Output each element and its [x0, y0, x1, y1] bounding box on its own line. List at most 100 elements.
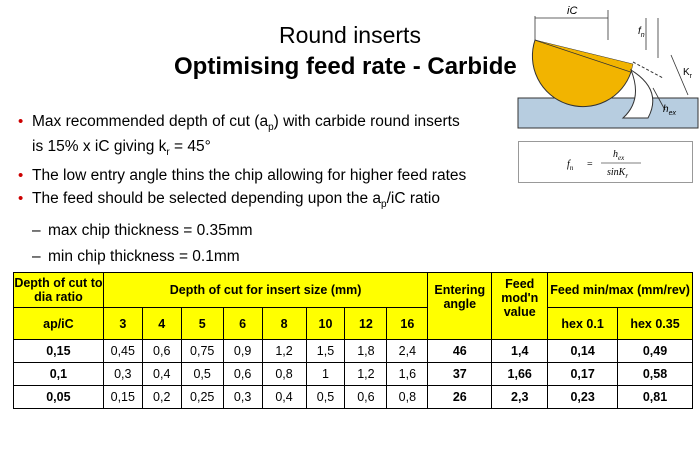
- formula-num: h: [613, 149, 618, 160]
- bullet-sub: r: [166, 147, 170, 159]
- bullet-item: • The feed should be selected depending …: [18, 189, 513, 214]
- cell: 0,5: [305, 385, 346, 409]
- cell: 0,1: [13, 362, 104, 386]
- cell: 0,25: [180, 385, 224, 409]
- cell: 0,3: [102, 362, 143, 386]
- bullet-text: = 45°: [169, 138, 211, 156]
- bullet-text: The low entry angle thins the chip allow…: [32, 167, 467, 185]
- cell: 37: [427, 362, 493, 386]
- table-row: 0,1 0,3 0,4 0,5 0,6 0,8 1 1,2 1,6 37 1,6…: [13, 362, 693, 386]
- dash-icon: –: [32, 222, 41, 240]
- cell: 0,58: [617, 362, 693, 386]
- cell: 1,66: [491, 362, 549, 386]
- table-row: 0,15 0,45 0,6 0,75 0,9 1,2 1,5 1,8 2,4 4…: [13, 339, 693, 363]
- bullet-item: • The low entry angle thins the chip all…: [18, 166, 513, 185]
- cell: 0,3: [222, 385, 263, 409]
- cell: 1,8: [344, 339, 388, 363]
- cell: 2,3: [491, 385, 549, 409]
- col-header-ratio: Depth of cut to dia ratio: [13, 272, 104, 308]
- sub-item-text: min chip thickness = 0.1mm: [48, 248, 240, 266]
- cell: 0,23: [547, 385, 619, 409]
- svg-text:Kr: Kr: [683, 67, 693, 80]
- kr-label: K: [683, 67, 690, 78]
- feed-formula: fn = hex sinKr: [518, 141, 693, 183]
- cell: 0,45: [102, 339, 143, 363]
- formula-lhs-sub: n: [570, 164, 574, 172]
- bullet-item: • Max recommended depth of cut (ap) with…: [18, 112, 513, 162]
- cell: 0,75: [180, 339, 224, 363]
- size-header: 4: [141, 307, 182, 340]
- size-header: 6: [222, 307, 263, 340]
- bullet-icon: •: [18, 190, 24, 208]
- hex-sub: ex: [669, 110, 677, 117]
- cell: 0,5: [180, 362, 224, 386]
- bullet-text: The feed should be selected depending up…: [32, 190, 382, 208]
- cell: 0,8: [261, 362, 307, 386]
- svg-text:fn: fn: [567, 159, 574, 172]
- formula-den: sinK: [607, 167, 627, 178]
- svg-text:hex: hex: [663, 104, 676, 117]
- cell: 0,14: [547, 339, 619, 363]
- ratio-label: ap/iC: [13, 307, 104, 340]
- bullet-list: • Max recommended depth of cut (a p ) with…: [18, 112, 513, 266]
- formula-lhs: f: [567, 159, 571, 170]
- bullet-text: ) with carbide round inserts: [273, 113, 460, 130]
- size-header: 12: [344, 307, 388, 340]
- cell: 0,15: [13, 339, 104, 363]
- cell: 1: [305, 362, 346, 386]
- hex01-label: hex 0.1: [547, 307, 619, 340]
- bullet-text: is 15% x iC giving k: [32, 138, 167, 156]
- fn-label: f: [638, 26, 642, 37]
- cell: 26: [427, 385, 493, 409]
- formula-den-sub: r: [625, 172, 628, 180]
- cell: 0,49: [617, 339, 693, 363]
- bullet-text: Max recommended depth of cut (a: [32, 113, 269, 130]
- size-header: 10: [305, 307, 346, 340]
- svg-text:iC: iC: [567, 5, 577, 17]
- cell: 1,2: [344, 362, 388, 386]
- bullet-sub: p: [381, 199, 387, 211]
- col-header-feed-mod: Feed mod'n value: [491, 272, 549, 340]
- cell: 1,6: [386, 362, 429, 386]
- cell: 1,2: [261, 339, 307, 363]
- bullet-text: /iC ratio: [386, 190, 440, 208]
- cell: 0,6: [344, 385, 388, 409]
- formula-num-sub: ex: [618, 154, 625, 162]
- cell: 46: [427, 339, 493, 363]
- sub-item-text: max chip thickness = 0.35mm: [48, 222, 253, 240]
- cell: 0,2: [141, 385, 182, 409]
- size-header: 5: [180, 307, 224, 340]
- cell: 1,4: [491, 339, 549, 363]
- cell: 0,6: [222, 362, 263, 386]
- table-row: 0,05 0,15 0,2 0,25 0,3 0,4 0,5 0,6 0,8 2…: [13, 385, 693, 409]
- col-header-entering: Entering angle: [427, 272, 493, 340]
- size-header: 3: [102, 307, 143, 340]
- size-header: 16: [386, 307, 429, 340]
- ic-label: iC: [567, 5, 577, 17]
- cell: 0,05: [13, 385, 104, 409]
- col-header-sizes: Depth of cut for insert size (mm): [102, 272, 429, 308]
- fn-sub: n: [641, 32, 645, 39]
- sub-item: – min chip thickness = 0.1mm: [18, 247, 513, 266]
- page-title: Round inserts: [279, 22, 421, 48]
- cell: 0,4: [141, 362, 182, 386]
- cell: 0,81: [617, 385, 693, 409]
- formula-eq: =: [587, 159, 593, 170]
- page-subtitle: Optimising feed rate - Carbide: [174, 53, 516, 80]
- round-insert-diagram: iC fn Kr hex: [513, 0, 700, 130]
- cell: 0,15: [102, 385, 143, 409]
- dash-icon: –: [32, 248, 41, 266]
- feed-rate-table: Depth of cut to dia ratio Depth of cut f…: [13, 272, 693, 409]
- cell: 0,17: [547, 362, 619, 386]
- sub-item: – max chip thickness = 0.35mm: [18, 221, 513, 240]
- bullet-icon: •: [18, 113, 24, 130]
- cell: 1,5: [305, 339, 346, 363]
- bullet-icon: •: [18, 167, 24, 185]
- svg-text:hex: hex: [613, 149, 625, 162]
- svg-text:sinKr: sinKr: [607, 167, 628, 180]
- col-header-feed-minmax: Feed min/max (mm/rev): [547, 272, 693, 308]
- svg-text:fn: fn: [638, 26, 645, 39]
- hex-label: h: [663, 104, 669, 115]
- cell: 0,4: [261, 385, 307, 409]
- kr-sub: r: [690, 73, 693, 80]
